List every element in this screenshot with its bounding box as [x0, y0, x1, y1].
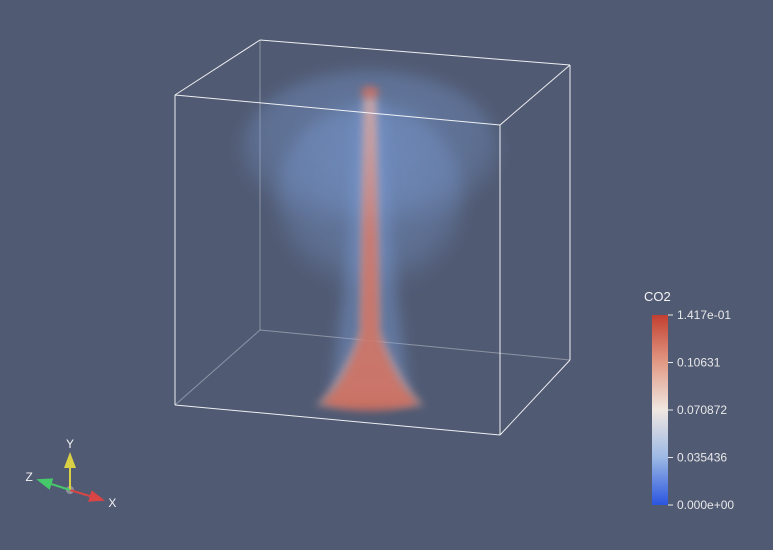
axis-label-z: Z — [26, 470, 33, 484]
colorbar-tick-label: 0.10631 — [677, 356, 721, 370]
viewport-3d[interactable]: X Y Z CO2 1.417e-01 0.10631 0.070872 0.035436… — [0, 0, 773, 550]
colorbar-tick-label: 0.035436 — [677, 451, 727, 465]
colorbar-gradient — [652, 315, 668, 505]
colorbar-tick-label: 1.417e-01 — [677, 308, 731, 322]
scene-svg: X Y Z CO2 1.417e-01 0.10631 0.070872 0.035436… — [0, 0, 773, 550]
axis-label-y: Y — [66, 437, 74, 451]
colorbar-title: CO2 — [644, 289, 671, 304]
colorbar-tick-label: 0.000e+00 — [677, 498, 734, 512]
colorbar-tick-label: 0.070872 — [677, 403, 727, 417]
axis-label-x: X — [108, 496, 116, 510]
